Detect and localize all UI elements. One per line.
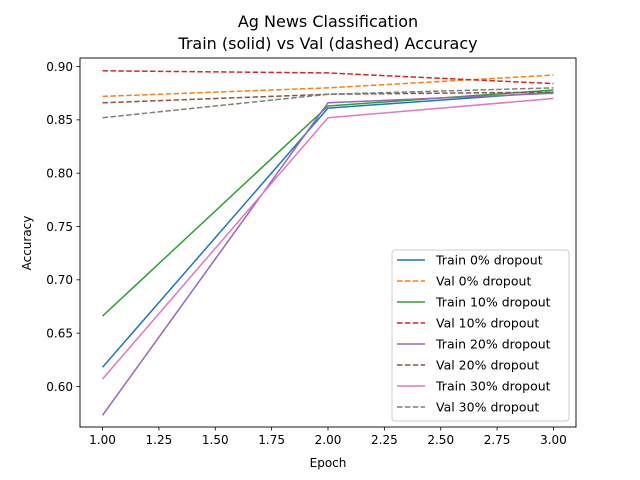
series-layer — [101, 70, 554, 416]
series-line-7 — [102, 87, 554, 119]
x-tick-label-4: 2.00 — [315, 433, 342, 447]
series-line-4 — [101, 92, 554, 416]
x-tick-label-2: 1.50 — [202, 433, 229, 447]
series-line-2 — [102, 89, 554, 317]
y-tick-label-3: 0.75 — [46, 220, 73, 234]
chart-subtitle: Train (solid) vs Val (dashed) Accuracy — [177, 34, 477, 53]
legend-frame — [391, 249, 570, 422]
chart-title: Ag News Classification — [238, 12, 418, 31]
x-tick-label-6: 2.50 — [427, 433, 454, 447]
y-tick-label-4: 0.80 — [46, 166, 73, 180]
legend-label-3: Val 10% dropout — [436, 316, 539, 331]
y-tick-label-6: 0.90 — [46, 60, 73, 74]
x-tick-label-5: 2.25 — [371, 433, 398, 447]
series-line-3 — [102, 70, 554, 85]
legend-label-1: Val 0% dropout — [436, 274, 531, 289]
y-axis-label: Accuracy — [20, 216, 34, 271]
x-tick-label-7: 2.75 — [484, 433, 511, 447]
y-tick-label-1: 0.65 — [46, 326, 73, 340]
x-axis-label: Epoch — [310, 456, 347, 470]
x-tick-label-1: 1.25 — [146, 433, 173, 447]
legend-label-4: Train 20% dropout — [435, 337, 551, 352]
legend-label-7: Val 30% dropout — [436, 400, 539, 415]
plot-frame — [79, 57, 577, 428]
y-tick-label-2: 0.70 — [46, 273, 73, 287]
legend-label-6: Train 30% dropout — [435, 379, 551, 394]
series-line-6 — [101, 97, 554, 380]
legend-label-5: Val 20% dropout — [436, 358, 539, 373]
legend: Train 0% dropout Val 0% dropout Train 10% … — [391, 249, 570, 422]
series-line-0 — [101, 91, 554, 368]
ticks-layer: 1.00 1.25 1.50 1.75 2.00 2.25 2.50 2.75 3.00 0.60… — [46, 60, 567, 447]
x-tick-label-3: 1.75 — [258, 433, 285, 447]
y-tick-label-0: 0.60 — [46, 380, 73, 394]
x-tick-label-8: 3.00 — [540, 433, 567, 447]
legend-label-2: Train 10% dropout — [435, 295, 551, 310]
legend-label-0: Train 0% dropout — [435, 253, 543, 268]
x-tick-label-0: 1.00 — [89, 433, 116, 447]
y-tick-label-5: 0.85 — [46, 113, 73, 127]
